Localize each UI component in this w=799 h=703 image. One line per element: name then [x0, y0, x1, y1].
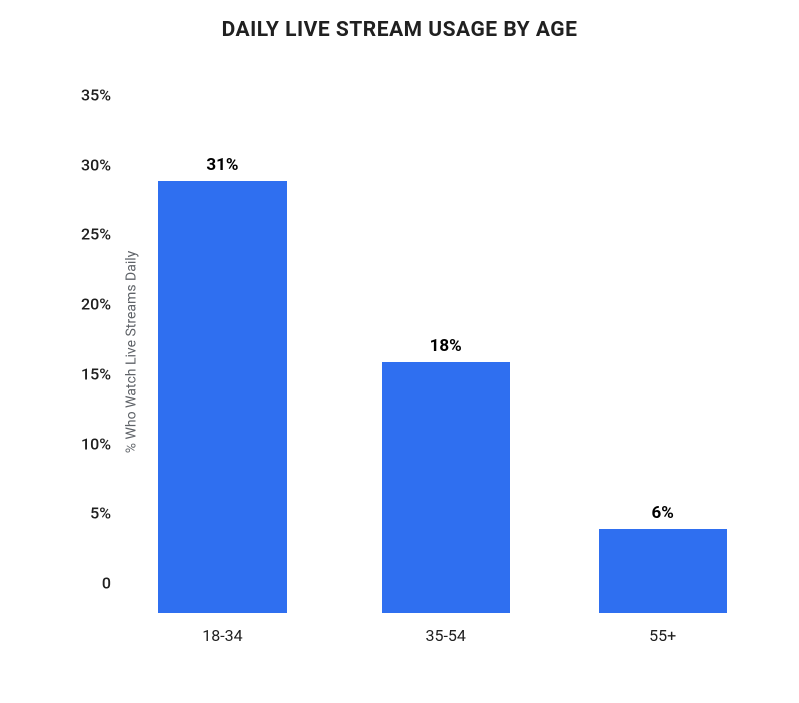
bar: 6% [599, 529, 727, 613]
plot-region: 05%10%15%20%25%30%35%31%18-3418%35-546%5… [115, 95, 735, 655]
x-tick: 35-54 [382, 626, 510, 645]
bar: 18% [382, 362, 510, 613]
y-tick: 0 [67, 574, 111, 593]
y-tick: 10% [67, 434, 111, 453]
y-tick: 5% [67, 504, 111, 523]
y-tick: 35% [67, 86, 111, 105]
bar-value-label: 18% [382, 336, 510, 356]
bar-value-label: 31% [158, 155, 286, 175]
y-tick: 30% [67, 155, 111, 174]
x-tick: 55+ [599, 626, 727, 645]
chart-area: 05%10%15%20%25%30%35%31%18-3418%35-546%5… [115, 95, 735, 655]
y-tick: 15% [67, 364, 111, 383]
x-tick: 18-34 [158, 626, 286, 645]
chart-title: DAILY LIVE STREAM USAGE BY AGE [0, 0, 799, 42]
bar-value-label: 6% [599, 503, 727, 523]
y-tick: 25% [67, 225, 111, 244]
y-tick: 20% [67, 295, 111, 314]
bar: 31% [158, 181, 286, 613]
